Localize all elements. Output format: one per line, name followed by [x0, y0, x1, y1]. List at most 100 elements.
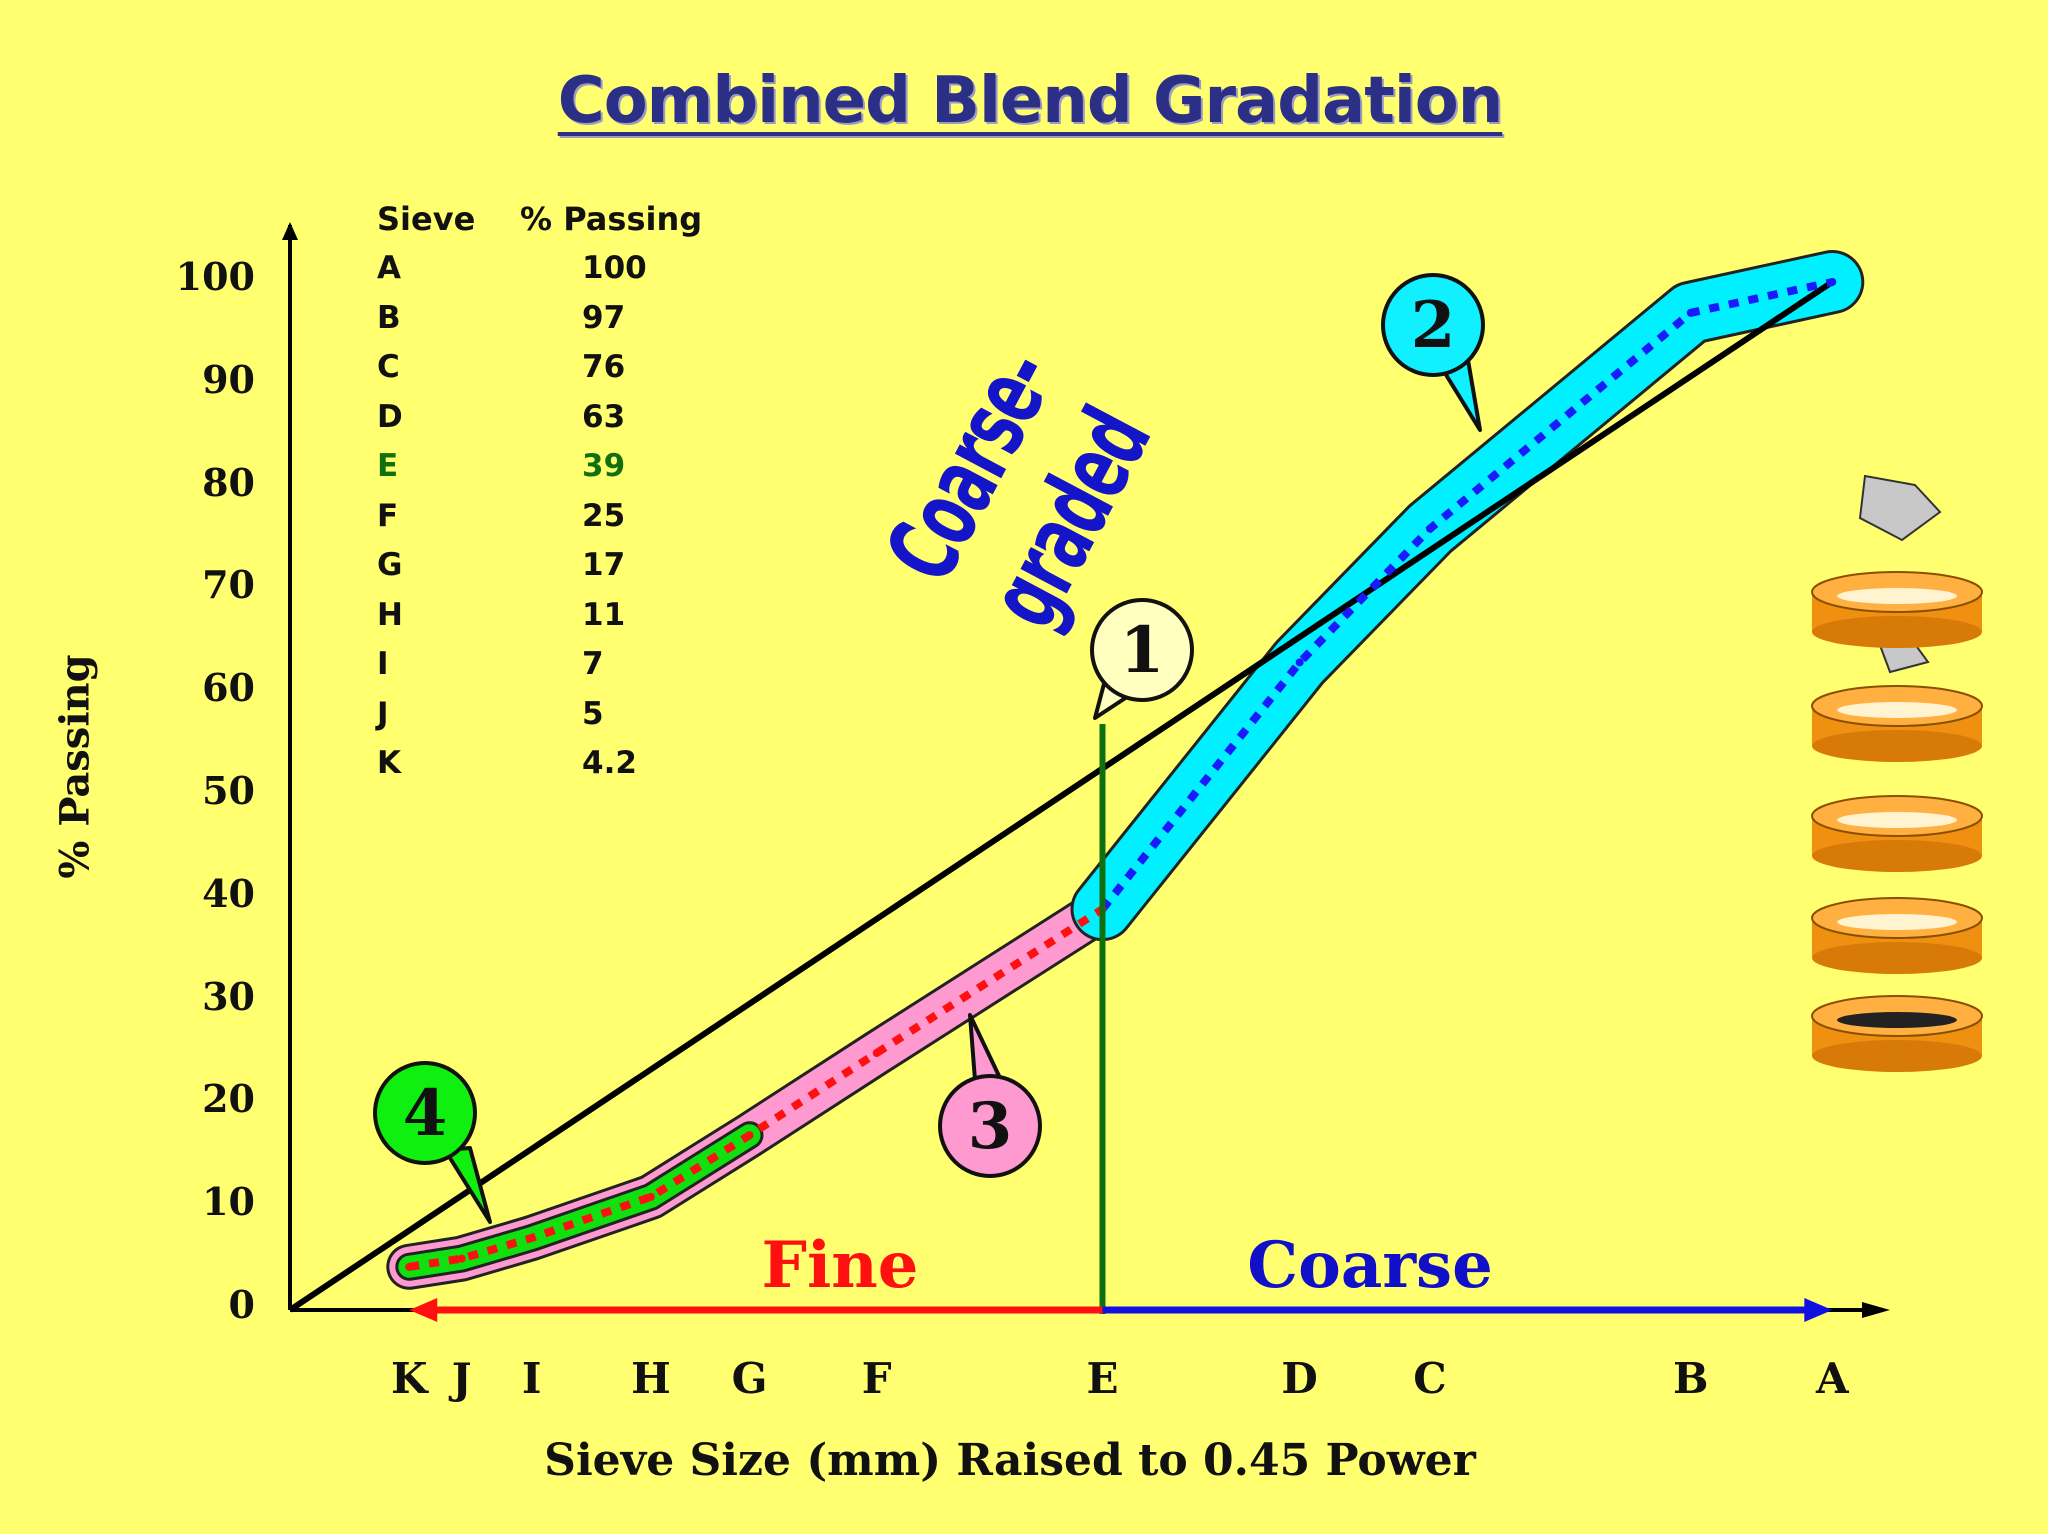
- table-cell-sieve: C: [377, 349, 400, 385]
- data-point-G: [745, 1131, 754, 1140]
- table-cell-passing: 63: [582, 398, 626, 435]
- x-tick-label-A: A: [1816, 1354, 1849, 1403]
- table-cell-sieve: G: [377, 547, 403, 583]
- table-cell-sieve: J: [377, 695, 389, 732]
- table-cell-sieve: B: [377, 299, 401, 336]
- coarse-zone-label: Coarse: [1247, 1228, 1493, 1303]
- data-point-B: [1686, 308, 1695, 317]
- callout-1-number: 1: [1120, 613, 1165, 688]
- y-tick-label: 100: [175, 254, 255, 299]
- sieve-pan-bottom: [1812, 840, 1982, 872]
- table-cell-passing: 4.2: [582, 745, 637, 781]
- table-header-sieve: Sieve: [377, 200, 476, 238]
- sieve-pan: [1811, 685, 1983, 762]
- callout-1: 1: [1090, 598, 1194, 720]
- data-point-I: [527, 1234, 536, 1243]
- data-point-A: [1828, 278, 1837, 286]
- y-tick-label: 80: [202, 459, 255, 505]
- table-cell-passing: 17: [582, 547, 626, 583]
- callout-4-bubble: [373, 1061, 477, 1165]
- table-cell-passing: 5: [582, 695, 604, 732]
- sieve-pan-bottom: [1812, 730, 1982, 762]
- y-tick-label: 10: [202, 1179, 255, 1225]
- chart-lines: [288, 278, 1837, 1313]
- callouts: 1 2 3 4: [373, 273, 1485, 1224]
- table-cell-passing: 11: [582, 596, 626, 633]
- sieve-pan: [1811, 897, 1983, 974]
- sieve-pan-mesh: [1837, 588, 1957, 604]
- table-cell-passing: 76: [582, 349, 626, 385]
- callout-4-number: 4: [403, 1076, 448, 1151]
- table-cell-passing: 7: [582, 646, 604, 682]
- coarse-arrowhead: [1804, 1298, 1833, 1322]
- chart-axes: [282, 222, 1890, 1322]
- sieve-pan-bottom: [1812, 1040, 1982, 1072]
- sieve-pan-bottom: [1812, 616, 1982, 648]
- y-tick-label: 90: [202, 356, 255, 402]
- y-tick-label: 60: [202, 665, 255, 711]
- sieve-pan: [1811, 995, 1983, 1072]
- max-density-line: [288, 279, 1834, 1313]
- table-cell-sieve: F: [377, 497, 399, 534]
- table-header-passing: % Passing: [520, 200, 703, 238]
- callout-3-tail: [968, 1013, 1002, 1082]
- data-point-H: [646, 1192, 655, 1201]
- callout-3-bubble: [938, 1074, 1042, 1178]
- table-cell-sieve: A: [377, 250, 401, 286]
- sieve-stack-illustration: [1811, 474, 1983, 1072]
- table-cell-sieve: E: [377, 448, 399, 484]
- sieve-pan-mesh: [1837, 812, 1957, 828]
- y-tick-label: 30: [202, 973, 255, 1019]
- callout-4-tail: [443, 1146, 492, 1224]
- data-point-J: [457, 1254, 466, 1263]
- sieve-pan-bottom: [1812, 942, 1982, 974]
- sieve-pan: [1811, 571, 1983, 648]
- chart-title: Combined Blend Gradation: [557, 64, 1504, 138]
- y-tick-label: 50: [202, 768, 255, 813]
- x-tick-label-J: J: [451, 1354, 472, 1403]
- table-cell-sieve: D: [377, 398, 403, 435]
- data-point-D: [1295, 658, 1304, 667]
- sieve-pan-mesh: [1837, 1012, 1957, 1028]
- table-cell-passing: 25: [582, 497, 626, 534]
- table-cell-sieve: I: [377, 646, 389, 682]
- table-cell-sieve: H: [377, 596, 403, 633]
- x-tick-label-I: I: [521, 1354, 542, 1403]
- x-tick-label-K: K: [390, 1354, 428, 1403]
- data-point-C: [1426, 524, 1435, 533]
- callout-3: 3: [938, 1013, 1042, 1178]
- y-axis-arrowhead: [282, 222, 298, 240]
- fine-arrowhead: [409, 1298, 438, 1322]
- callout-4: 4: [373, 1061, 492, 1224]
- callout-1-bubble: [1090, 598, 1194, 702]
- y-tick-label: 70: [202, 562, 255, 608]
- table-cell-sieve: K: [377, 745, 402, 781]
- fine-zone-label: Fine: [761, 1228, 919, 1303]
- x-tick-label-F: F: [861, 1354, 892, 1403]
- callout-2: 2: [1381, 273, 1485, 432]
- x-axis-label: Sieve Size (mm) Raised to 0.45 Power: [544, 1435, 1476, 1486]
- y-tick-label: 0: [228, 1282, 255, 1327]
- table-cell-passing: 100: [582, 250, 647, 286]
- x-tick-label-B: B: [1673, 1354, 1709, 1403]
- callout-2-number: 2: [1411, 288, 1456, 363]
- sieve-pan-mesh: [1837, 914, 1957, 930]
- x-tick-label-H: H: [631, 1354, 671, 1403]
- y-axis-label: % Passing: [51, 654, 99, 879]
- y-tick-label: 20: [202, 1076, 255, 1122]
- x-tick-label-G: G: [731, 1354, 768, 1403]
- data-point-K: [405, 1262, 414, 1271]
- sieve-pan: [1811, 795, 1983, 872]
- table-cell-passing: 97: [582, 299, 626, 336]
- x-tick-label-E: E: [1086, 1354, 1119, 1403]
- x-tick-label-D: D: [1281, 1354, 1318, 1403]
- callout-2-bubble: [1381, 273, 1485, 377]
- table-cell-passing: 39: [582, 448, 626, 484]
- data-point-F: [872, 1049, 881, 1057]
- x-axis-arrowhead: [1862, 1302, 1890, 1318]
- aggregate-rock-large: [1858, 474, 1942, 542]
- x-tick-label-C: C: [1413, 1354, 1447, 1403]
- y-tick-label: 40: [202, 870, 255, 916]
- sieve-pan-mesh: [1837, 702, 1957, 718]
